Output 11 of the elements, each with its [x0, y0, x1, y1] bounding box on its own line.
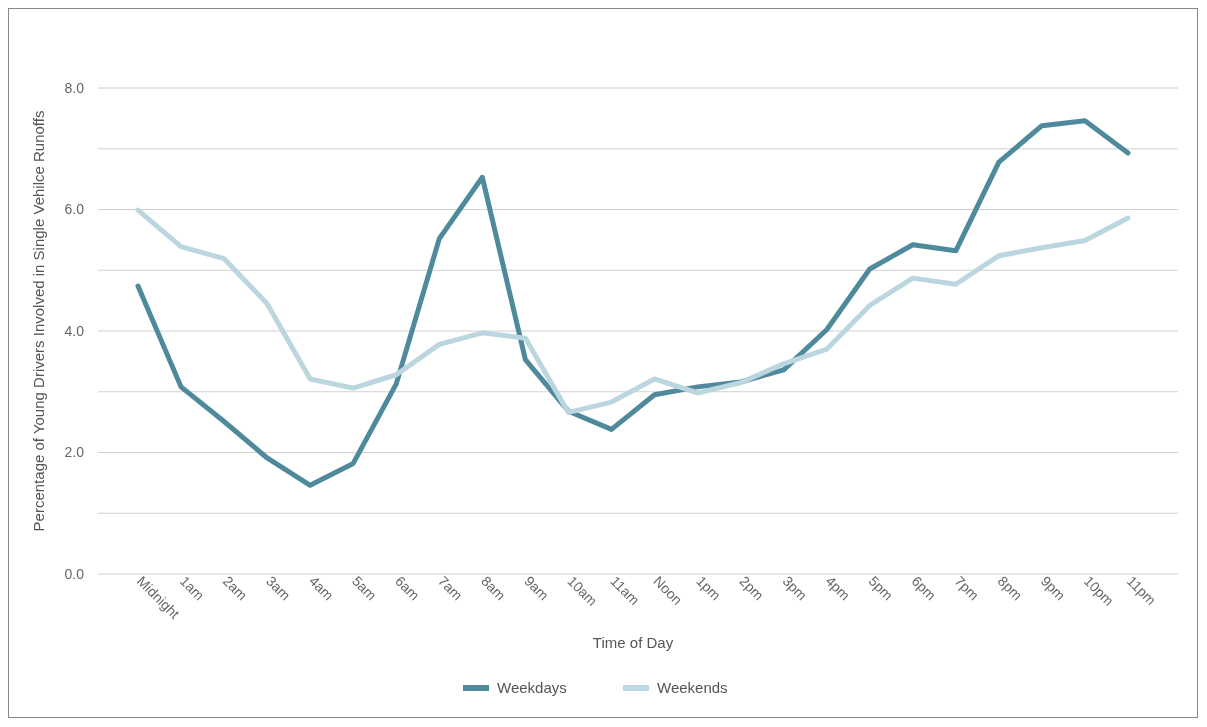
y-tick-label: 4.0 — [64, 322, 85, 339]
x-tick-label: 4pm — [822, 572, 854, 604]
y-tick-label: 0.0 — [64, 565, 85, 582]
y-axis-title: Percentage of Young Drivers Involved in Single Vehilce Runoffs — [30, 110, 47, 532]
y-tick-label: 2.0 — [64, 444, 85, 461]
legend-label: Weekends — [657, 679, 728, 697]
x-axis-title: Time of Day — [592, 634, 674, 651]
y-tick-label: 8.0 — [64, 79, 85, 96]
legend-label: Weekdays — [497, 679, 567, 697]
x-tick-label: 4am — [306, 572, 337, 604]
y-tick-label: 6.0 — [64, 201, 85, 218]
